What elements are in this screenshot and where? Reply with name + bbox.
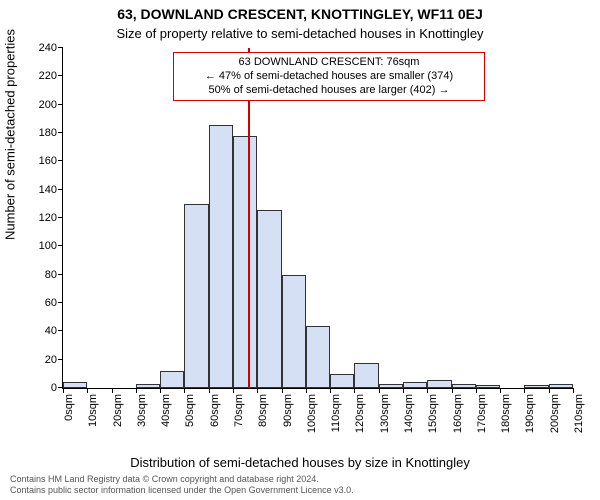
histogram-bar [136,384,160,388]
chart-page: 63, DOWNLAND CRESCENT, KNOTTINGLEY, WF11… [0,0,600,500]
x-tick-label: 120sqm [354,388,366,433]
histogram-bar [524,385,548,388]
histogram-bar [257,210,281,389]
x-tick-label: 140sqm [403,388,415,433]
histogram-bar [476,385,500,388]
footer-line-1: Contains HM Land Registry data © Crown c… [10,474,590,485]
histogram-bar [452,384,476,388]
x-tick-label: 130sqm [379,388,391,433]
x-tick-label: 80sqm [257,388,269,427]
x-tick-label: 180sqm [500,388,512,433]
y-tick-label: 140 [39,184,63,196]
x-tick-label: 30sqm [136,388,148,427]
y-tick-label: 180 [39,127,63,139]
x-tick-label: 50sqm [184,388,196,427]
y-tick-label: 0 [51,382,63,394]
x-tick-label: 70sqm [233,388,245,427]
x-tick-label: 10sqm [87,388,99,427]
y-tick-label: 120 [39,212,63,224]
histogram-bar [330,374,354,388]
x-tick-label: 90sqm [282,388,294,427]
histogram-bar [63,382,87,388]
histogram-bar [306,326,330,388]
histogram-bar [233,136,257,388]
x-tick-label: 0sqm [63,388,75,421]
y-tick-label: 100 [39,240,63,252]
y-tick-label: 20 [45,354,63,366]
histogram-bar [354,363,378,389]
footer-line-2: Contains public sector information licen… [10,485,590,496]
y-tick-label: 40 [45,325,63,337]
histogram-bar [427,380,451,389]
y-tick-label: 60 [45,297,63,309]
chart-title-main: 63, DOWNLAND CRESCENT, KNOTTINGLEY, WF11… [0,6,600,22]
x-tick-label: 150sqm [427,388,439,433]
info-box-line: ← 47% of semi-detached houses are smalle… [180,70,478,84]
histogram-bar [282,275,306,388]
x-tick-label: 110sqm [330,388,342,432]
x-tick-label: 40sqm [160,388,172,427]
x-tick-label: 100sqm [306,388,318,433]
y-tick-label: 80 [45,269,63,281]
x-tick-label: 20sqm [112,388,124,427]
x-tick-label: 160sqm [452,388,464,433]
x-tick-label: 210sqm [573,388,585,433]
y-tick-label: 240 [39,42,63,54]
property-info-box: 63 DOWNLAND CRESCENT: 76sqm← 47% of semi… [173,52,485,101]
histogram-bar [160,371,184,388]
y-tick-label: 220 [39,70,63,82]
histogram-bar [379,384,403,388]
info-box-line: 63 DOWNLAND CRESCENT: 76sqm [180,56,478,70]
histogram-bar [403,382,427,388]
plot-area: 0204060801001201401601802002202400sqm10s… [62,48,573,389]
x-tick-label: 170sqm [476,388,488,433]
chart-title-sub: Size of property relative to semi-detach… [0,26,600,41]
y-tick-label: 160 [39,155,63,167]
x-tick-label: 60sqm [209,388,221,427]
x-axis-title: Distribution of semi-detached houses by … [0,455,600,470]
y-axis-title: Number of semi-detached properties [3,29,18,240]
histogram-bar [549,384,573,388]
y-tick-label: 200 [39,99,63,111]
x-tick-label: 190sqm [524,388,536,433]
footer-attribution: Contains HM Land Registry data © Crown c… [10,474,590,496]
histogram-bar [184,204,208,388]
histogram-bar [209,125,233,389]
x-tick-label: 200sqm [549,388,561,433]
info-box-line: 50% of semi-detached houses are larger (… [180,84,478,98]
